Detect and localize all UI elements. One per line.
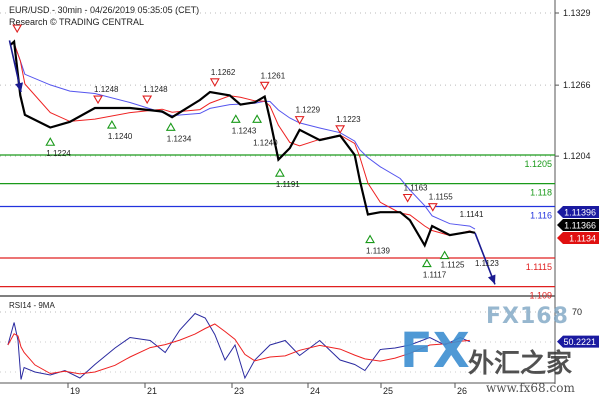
support-label: 1.1243 [232, 126, 257, 135]
price-badge-label: 1.1134 [569, 234, 596, 244]
watermark-url: www.fx68.com [486, 381, 575, 395]
x-tick-label: 26 [457, 386, 467, 396]
level-label: 1.109 [529, 291, 552, 301]
chart-title: EUR/USD - 30min - 04/26/2019 05:35:05 (C… [9, 5, 200, 15]
rsi-ma-line [7, 323, 470, 375]
fast-ma-line [10, 42, 476, 237]
x-tick-label: 24 [310, 386, 320, 396]
resistance-triangle-icon [427, 203, 438, 212]
price-badge [557, 232, 599, 244]
support-triangle-icon [165, 122, 176, 131]
resistance-label: 1.1262 [211, 68, 236, 77]
rsi-badge [557, 335, 599, 348]
y-tick-label: 1.1266 [563, 80, 591, 90]
support-label: 1.1139 [366, 247, 390, 256]
resistance-label: 1.1248 [143, 85, 168, 94]
rsi-badge-label: 50.2221 [563, 337, 596, 347]
support-label: 1.1240 [108, 132, 133, 141]
fx-logo: FX [400, 323, 470, 379]
level-label: 1.116 [530, 211, 552, 221]
rsi-line [7, 312, 471, 380]
support-label: 1.1125 [441, 261, 465, 270]
level-label: 1.1205 [524, 159, 552, 169]
x-tick-label: 23 [234, 386, 244, 396]
support-triangle-icon [439, 250, 450, 260]
resistance-triangle-icon [93, 95, 103, 105]
x-tick-label: 19 [70, 386, 80, 396]
price-line [9, 39, 476, 248]
resistance-label: 1.1155 [429, 193, 453, 202]
fx168-logo: FX168 [486, 304, 569, 329]
price-annotation: 1.1141 [460, 210, 484, 219]
slow-ma-line [10, 42, 476, 230]
price-badge [557, 206, 599, 218]
level-label: 1.118 [530, 188, 552, 198]
resistance-label: 1.1223 [336, 115, 361, 124]
resistance-triangle-icon [259, 81, 270, 91]
x-tick-label: 21 [147, 386, 157, 396]
support-label: 1.1224 [46, 149, 71, 158]
level-label: 1.1115 [526, 262, 552, 272]
support-label: 1.1234 [167, 134, 192, 143]
arrow-head-icon [487, 274, 496, 285]
support-triangle-icon [230, 114, 241, 123]
support-label: 1.1240 [253, 138, 278, 147]
support-triangle-icon [252, 114, 263, 123]
resistance-label: 1.1261 [261, 71, 286, 80]
chart-subtitle: Research © TRADING CENTRAL [9, 17, 144, 27]
y-tick-label: 1.1329 [563, 8, 591, 18]
y-tick-label: 1.1204 [563, 151, 591, 161]
resistance-triangle-icon [402, 193, 413, 203]
support-triangle-icon [106, 119, 117, 129]
fx-logo-chinese: 外汇之家 [468, 349, 573, 379]
resistance-triangle-icon [335, 125, 346, 134]
x-tick-label: 25 [383, 386, 393, 396]
rsi-y-tick-label: 70 [572, 307, 582, 317]
resistance-triangle-icon [294, 116, 305, 125]
support-label: 1.1191 [276, 180, 300, 189]
support-triangle-icon [421, 258, 432, 268]
resistance-triangle-icon [12, 24, 23, 34]
support-label: 1.1117 [423, 271, 447, 280]
resistance-triangle-icon [209, 78, 220, 87]
forecast-arrow [474, 232, 496, 285]
price-badge [557, 219, 599, 231]
resistance-triangle-icon [142, 95, 153, 105]
price-annotation: 1.1123 [475, 259, 499, 268]
support-triangle-icon [45, 137, 56, 146]
price-badge-label: 1.11366 [564, 221, 596, 231]
resistance-label: 1.1163 [404, 183, 428, 192]
support-triangle-icon [365, 234, 375, 244]
resistance-label: 1.1229 [296, 106, 321, 115]
arrow-head-icon [15, 82, 23, 93]
resistance-label: 1.1248 [94, 85, 119, 94]
price-badge-label: 1.11396 [564, 208, 596, 218]
rsi-title: RSI14 - 9MA [9, 301, 55, 310]
support-triangle-icon [274, 168, 285, 177]
